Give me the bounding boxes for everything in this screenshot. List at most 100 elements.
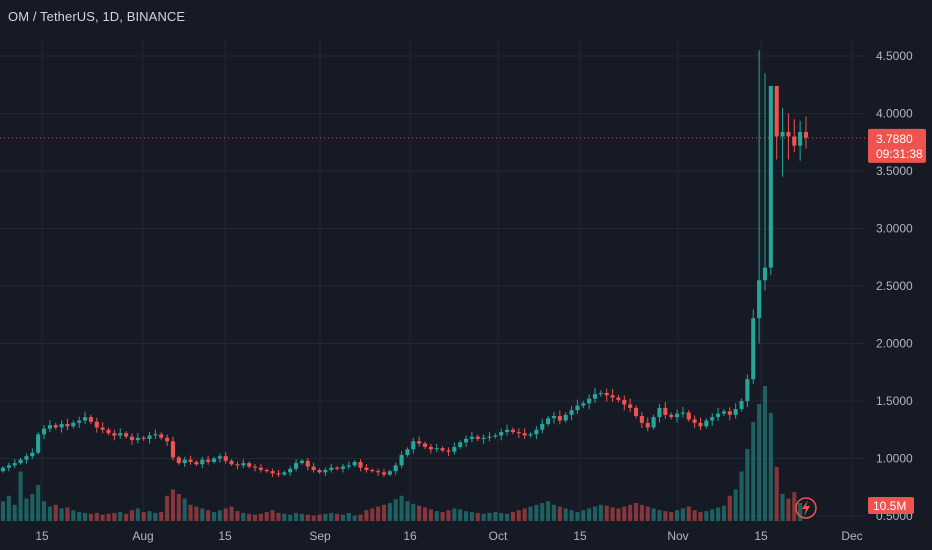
- volume-bar: [235, 511, 240, 521]
- candle: [704, 418, 709, 429]
- volume-bar: [663, 511, 668, 521]
- volume-bar: [411, 503, 416, 521]
- candle: [176, 455, 181, 465]
- candle: [129, 433, 135, 445]
- volume-bar: [381, 504, 387, 521]
- candle: [264, 468, 269, 473]
- volume-bar: [716, 507, 721, 521]
- volume-bar: [153, 512, 158, 521]
- candle: [757, 50, 762, 344]
- candle: [587, 394, 592, 410]
- candle: [592, 387, 598, 404]
- candle: [258, 463, 263, 473]
- candle: [762, 73, 768, 291]
- candle: [294, 459, 299, 472]
- volume-bar: [733, 489, 738, 521]
- volume-bar: [417, 505, 422, 521]
- candle: [124, 431, 129, 439]
- volume-bar: [440, 512, 445, 521]
- candle: [41, 424, 47, 440]
- volume-bar: [194, 506, 199, 521]
- candle: [65, 418, 70, 430]
- candle: [657, 403, 662, 423]
- candle: [452, 442, 457, 455]
- y-tick-label: 3.0000: [876, 222, 913, 236]
- y-tick-label: 1.5000: [876, 394, 913, 408]
- volume-bar: [622, 506, 627, 521]
- volume-bar: [651, 508, 656, 521]
- candle: [751, 309, 756, 385]
- volume-bar: [53, 504, 58, 521]
- volume-bar: [305, 514, 310, 521]
- candle: [768, 85, 773, 276]
- volume-bar: [200, 508, 205, 521]
- candle: [83, 411, 88, 425]
- candle: [727, 407, 732, 421]
- candlestick-series: [0, 50, 809, 478]
- bar-countdown: 09:31:38: [876, 147, 923, 161]
- volume-bar: [264, 512, 269, 521]
- volume-bar: [376, 506, 381, 521]
- lightning-icon[interactable]: [795, 497, 817, 519]
- candle: [651, 414, 656, 430]
- volume-bar: [422, 507, 428, 521]
- volume-bar: [106, 513, 111, 521]
- candle: [153, 429, 158, 439]
- volume-bar: [598, 504, 603, 521]
- candle: [376, 468, 381, 476]
- candle: [510, 427, 515, 435]
- volume-bar: [551, 504, 557, 521]
- volume-bar: [252, 514, 258, 521]
- candle: [663, 402, 668, 419]
- volume-bar: [276, 512, 281, 521]
- volume-bar: [71, 510, 76, 521]
- volume-bar: [6, 495, 11, 521]
- volume-bar: [329, 512, 334, 521]
- candle: [30, 448, 35, 460]
- candle: [77, 416, 82, 429]
- volume-bar: [370, 508, 375, 521]
- volume-bar: [575, 512, 580, 521]
- candle: [170, 436, 176, 461]
- volume-bar: [229, 506, 234, 521]
- volume-bar: [493, 512, 498, 521]
- candle: [792, 119, 797, 153]
- candle: [147, 432, 152, 444]
- volume-bar: [188, 504, 193, 521]
- candle: [674, 409, 680, 423]
- candle: [317, 468, 322, 474]
- volume-bar: [604, 505, 609, 521]
- volume-bar: [241, 512, 246, 521]
- candle: [581, 400, 586, 409]
- volume-bar: [516, 510, 521, 521]
- volume-bar: [639, 504, 644, 521]
- x-axis[interactable]: 15 Aug 15 Sep 16 Oct 15 Nov 15 Dec: [35, 529, 862, 543]
- candle: [247, 461, 252, 469]
- volume-bar: [317, 514, 322, 521]
- candle: [540, 418, 545, 434]
- y-tick-label: 3.5000: [876, 164, 913, 178]
- candle: [311, 462, 316, 473]
- volume-bar: [540, 503, 545, 521]
- candle: [563, 412, 568, 423]
- volume-bar: [387, 503, 392, 521]
- candle: [428, 443, 433, 454]
- volume-bar: [217, 510, 222, 521]
- volume-tag: 10.5M: [868, 497, 914, 514]
- volume-bar: [458, 509, 463, 521]
- volume-bar: [118, 512, 123, 521]
- candle: [575, 399, 580, 415]
- candle: [217, 453, 222, 463]
- candle: [710, 413, 715, 426]
- x-tick-label: 15: [754, 529, 768, 543]
- volume-bar: [335, 513, 340, 521]
- y-axis[interactable]: 4.5000 4.0000 3.5000 3.0000 2.5000 2.0000 1.50…: [876, 49, 913, 523]
- volume-bar: [159, 512, 164, 521]
- candle: [557, 410, 562, 425]
- volume-bar: [18, 471, 23, 521]
- volume-bar: [206, 510, 211, 521]
- candle: [223, 452, 228, 464]
- candle: [721, 408, 726, 417]
- candle: [188, 455, 193, 465]
